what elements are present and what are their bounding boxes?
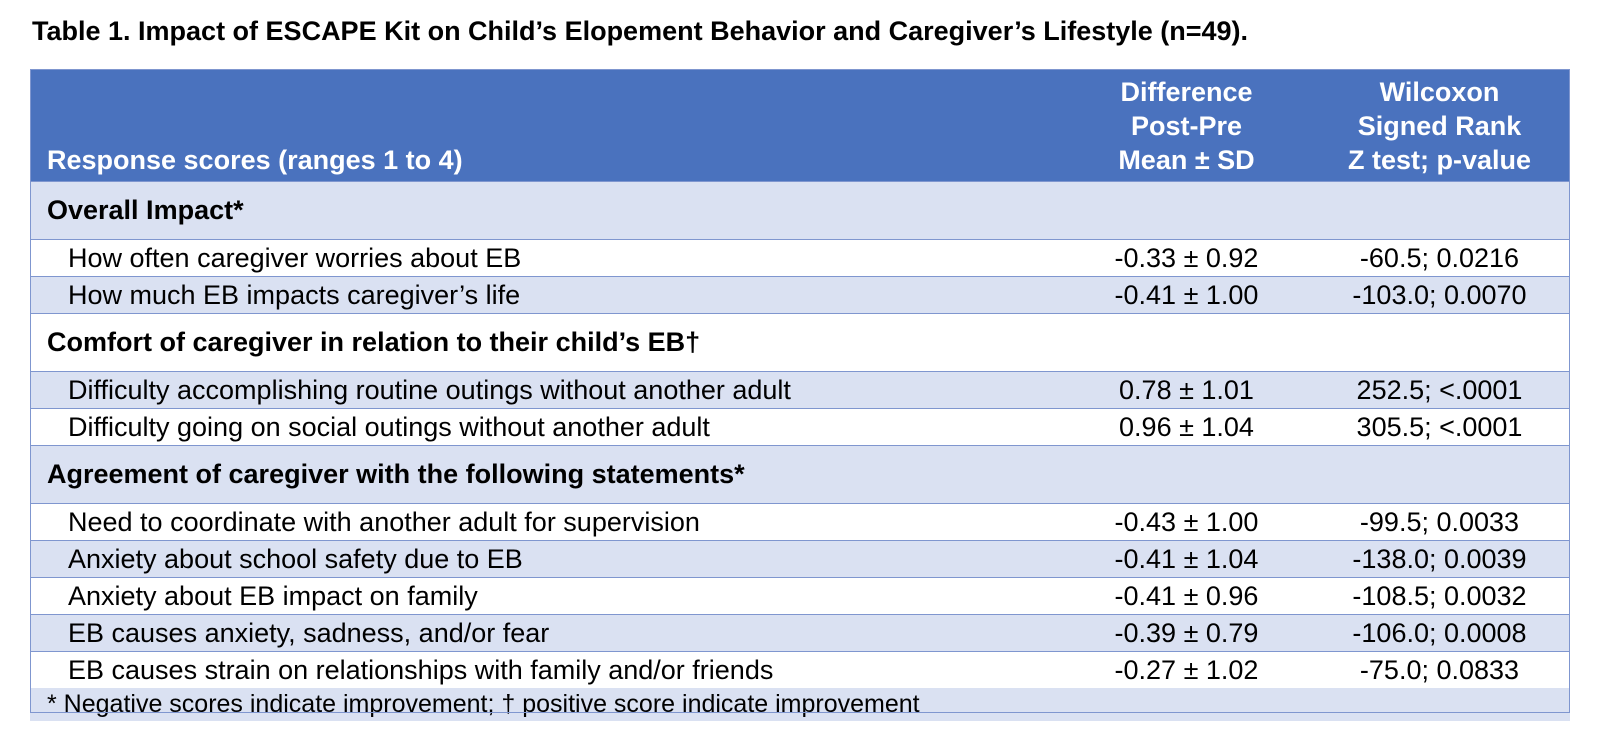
section-title: Overall Impact*: [30, 181, 1570, 240]
table-row: Difficulty accomplishing routine outings…: [30, 371, 1570, 409]
section-title: Agreement of caregiver with the followin…: [30, 445, 1570, 504]
row-wilcoxon: -75.0; 0.0833: [1309, 651, 1570, 688]
header-wilcoxon-line2: Signed Rank: [1357, 111, 1522, 141]
row-wilcoxon: 252.5; <.0001: [1309, 371, 1570, 409]
section-title: Comfort of caregiver in relation to thei…: [30, 313, 1570, 372]
row-wilcoxon: -60.5; 0.0216: [1309, 239, 1570, 277]
row-wilcoxon: -99.5; 0.0033: [1309, 503, 1570, 541]
footnote: * Negative scores indicate improvement; …: [30, 688, 1570, 721]
table-row: EB causes strain on relationships with f…: [30, 651, 1570, 688]
row-wilcoxon: -108.5; 0.0032: [1309, 577, 1570, 615]
header-difference-line3: Mean ± SD: [1118, 145, 1255, 175]
row-wilcoxon: -138.0; 0.0039: [1309, 540, 1570, 578]
section-row-agreement: Agreement of caregiver with the followin…: [30, 445, 1570, 504]
table-row: EB causes anxiety, sadness, and/or fear …: [30, 614, 1570, 652]
row-label: Anxiety about EB impact on family: [30, 577, 1064, 615]
row-diff: 0.96 ± 1.04: [1064, 408, 1309, 446]
table-row: Anxiety about EB impact on family -0.41 …: [30, 577, 1570, 615]
results-table: Response scores (ranges 1 to 4) Differen…: [30, 69, 1570, 721]
header-difference-line2: Post-Pre: [1130, 111, 1243, 141]
row-label: Difficulty accomplishing routine outings…: [30, 371, 1064, 409]
header-difference: Difference Post-Pre Mean ± SD: [1064, 69, 1309, 182]
row-label: How much EB impacts caregiver’s life: [30, 276, 1064, 314]
row-label: Need to coordinate with another adult fo…: [30, 503, 1064, 541]
row-wilcoxon: -103.0; 0.0070: [1309, 276, 1570, 314]
footnote-row: * Negative scores indicate improvement; …: [30, 688, 1570, 721]
table-row: Difficulty going on social outings witho…: [30, 408, 1570, 446]
header-response-scores: Response scores (ranges 1 to 4): [30, 69, 1064, 182]
table-row: Need to coordinate with another adult fo…: [30, 503, 1570, 541]
header-difference-line1: Difference: [1120, 77, 1253, 107]
header-wilcoxon-line1: Wilcoxon: [1379, 77, 1500, 107]
row-wilcoxon: 305.5; <.0001: [1309, 408, 1570, 446]
header-wilcoxon-line3: Z test; p-value: [1347, 145, 1532, 175]
row-diff: -0.41 ± 0.96: [1064, 577, 1309, 615]
section-row-overall-impact: Overall Impact*: [30, 181, 1570, 240]
row-diff: -0.33 ± 0.92: [1064, 239, 1309, 277]
row-diff: -0.39 ± 0.79: [1064, 614, 1309, 652]
table-row: Anxiety about school safety due to EB -0…: [30, 540, 1570, 578]
row-label: EB causes anxiety, sadness, and/or fear: [30, 614, 1064, 652]
row-diff: 0.78 ± 1.01: [1064, 371, 1309, 409]
row-diff: -0.41 ± 1.00: [1064, 276, 1309, 314]
row-diff: -0.27 ± 1.02: [1064, 651, 1309, 688]
row-label: Anxiety about school safety due to EB: [30, 540, 1064, 578]
row-wilcoxon: -106.0; 0.0008: [1309, 614, 1570, 652]
header-wilcoxon: Wilcoxon Signed Rank Z test; p-value: [1309, 69, 1570, 182]
section-row-comfort: Comfort of caregiver in relation to thei…: [30, 313, 1570, 372]
table-row: How often caregiver worries about EB -0.…: [30, 239, 1570, 277]
table-row: How much EB impacts caregiver’s life -0.…: [30, 276, 1570, 314]
row-label: Difficulty going on social outings witho…: [30, 408, 1064, 446]
row-diff: -0.41 ± 1.04: [1064, 540, 1309, 578]
table-caption: Table 1. Impact of ESCAPE Kit on Child’s…: [32, 16, 1249, 46]
row-label: How often caregiver worries about EB: [30, 239, 1064, 277]
row-label: EB causes strain on relationships with f…: [30, 651, 1064, 688]
table-header-row: Response scores (ranges 1 to 4) Differen…: [30, 69, 1570, 182]
row-diff: -0.43 ± 1.00: [1064, 503, 1309, 541]
